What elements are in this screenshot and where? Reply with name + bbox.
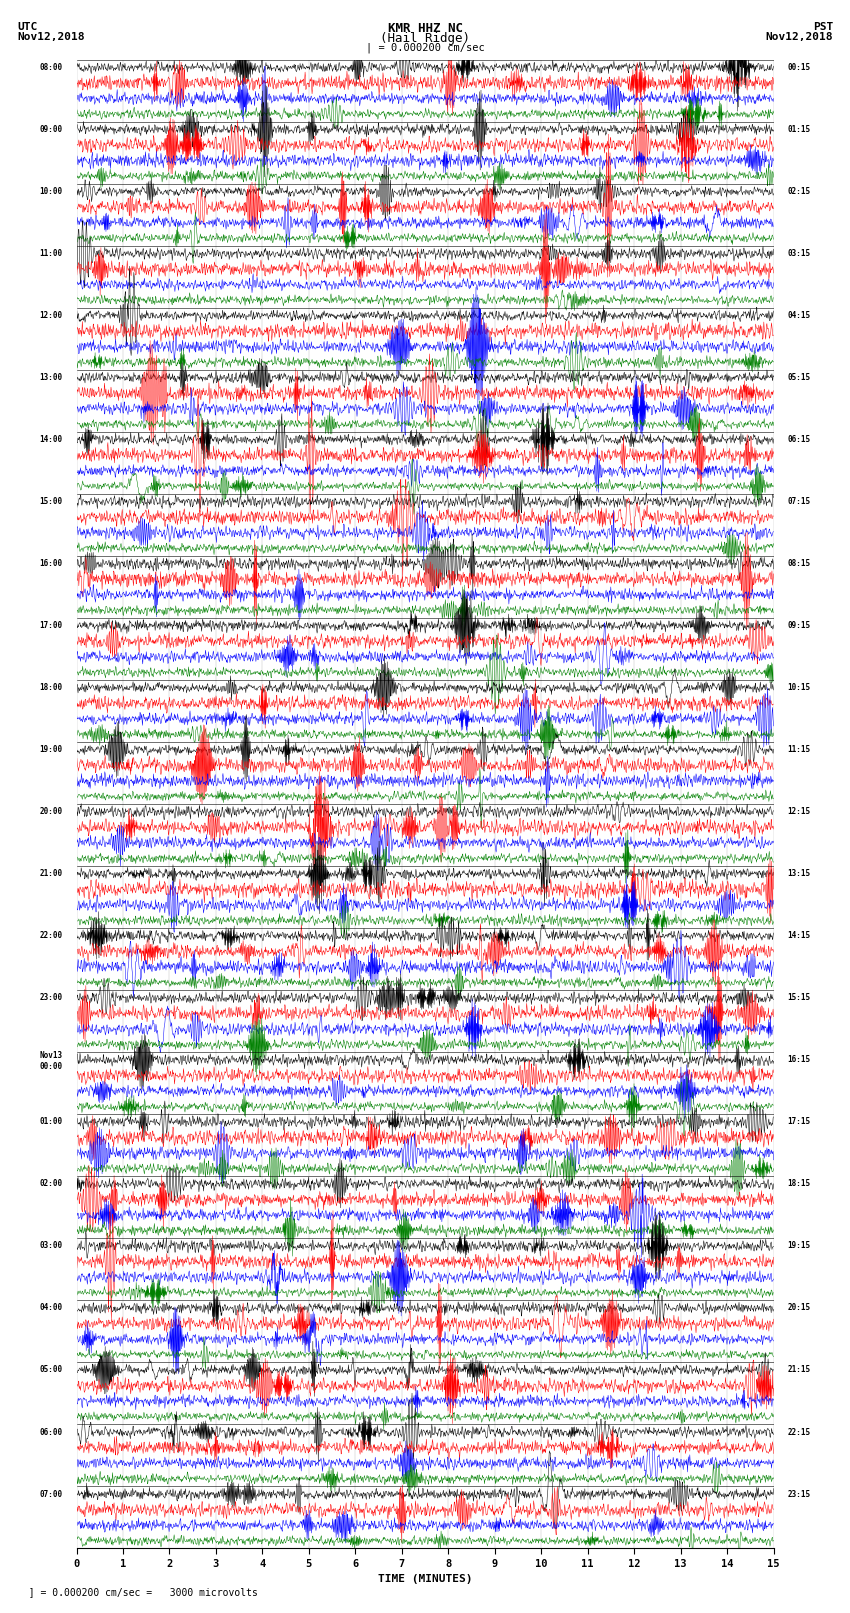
Text: 16:15: 16:15	[787, 1055, 811, 1065]
Text: 04:15: 04:15	[787, 311, 811, 319]
Text: 13:15: 13:15	[787, 869, 811, 877]
Text: 05:15: 05:15	[787, 373, 811, 382]
Text: 03:15: 03:15	[787, 248, 811, 258]
Text: 01:15: 01:15	[787, 124, 811, 134]
Text: 22:00: 22:00	[39, 931, 63, 940]
Text: 19:15: 19:15	[787, 1242, 811, 1250]
Text: 06:15: 06:15	[787, 436, 811, 444]
Text: 11:00: 11:00	[39, 248, 63, 258]
Text: 00:15: 00:15	[787, 63, 811, 73]
Text: 05:00: 05:00	[39, 1366, 63, 1374]
Text: 14:15: 14:15	[787, 931, 811, 940]
Text: 02:15: 02:15	[787, 187, 811, 195]
Text: 21:15: 21:15	[787, 1366, 811, 1374]
Text: 07:15: 07:15	[787, 497, 811, 506]
Text: 19:00: 19:00	[39, 745, 63, 755]
Text: 01:00: 01:00	[39, 1118, 63, 1126]
Text: Nov13: Nov13	[39, 1052, 63, 1060]
Text: 20:00: 20:00	[39, 806, 63, 816]
Text: 04:00: 04:00	[39, 1303, 63, 1313]
Text: 18:15: 18:15	[787, 1179, 811, 1189]
Text: 14:00: 14:00	[39, 436, 63, 444]
Text: 03:00: 03:00	[39, 1242, 63, 1250]
Text: 23:00: 23:00	[39, 994, 63, 1002]
Text: 09:15: 09:15	[787, 621, 811, 631]
Text: 07:00: 07:00	[39, 1489, 63, 1498]
Text: 08:00: 08:00	[39, 63, 63, 73]
Text: UTC: UTC	[17, 23, 37, 32]
Text: 17:00: 17:00	[39, 621, 63, 631]
Text: 10:00: 10:00	[39, 187, 63, 195]
Text: 15:15: 15:15	[787, 994, 811, 1002]
Text: 12:15: 12:15	[787, 806, 811, 816]
Text: 13:00: 13:00	[39, 373, 63, 382]
Text: 06:00: 06:00	[39, 1428, 63, 1437]
X-axis label: TIME (MINUTES): TIME (MINUTES)	[377, 1574, 473, 1584]
Text: 02:00: 02:00	[39, 1179, 63, 1189]
Text: 17:15: 17:15	[787, 1118, 811, 1126]
Text: ] = 0.000200 cm/sec =   3000 microvolts: ] = 0.000200 cm/sec = 3000 microvolts	[17, 1587, 258, 1597]
Text: 08:15: 08:15	[787, 560, 811, 568]
Text: (Hail Ridge): (Hail Ridge)	[380, 32, 470, 45]
Text: | = 0.000200 cm/sec: | = 0.000200 cm/sec	[366, 44, 484, 53]
Text: 11:15: 11:15	[787, 745, 811, 755]
Text: 20:15: 20:15	[787, 1303, 811, 1313]
Text: 22:15: 22:15	[787, 1428, 811, 1437]
Text: 18:00: 18:00	[39, 684, 63, 692]
Text: KMR HHZ NC: KMR HHZ NC	[388, 23, 462, 35]
Text: 23:15: 23:15	[787, 1489, 811, 1498]
Text: 10:15: 10:15	[787, 684, 811, 692]
Text: 15:00: 15:00	[39, 497, 63, 506]
Text: PST: PST	[813, 23, 833, 32]
Text: 00:00: 00:00	[39, 1061, 63, 1071]
Text: 12:00: 12:00	[39, 311, 63, 319]
Text: 09:00: 09:00	[39, 124, 63, 134]
Text: 21:00: 21:00	[39, 869, 63, 877]
Text: Nov12,2018: Nov12,2018	[17, 32, 84, 42]
Text: 16:00: 16:00	[39, 560, 63, 568]
Text: Nov12,2018: Nov12,2018	[766, 32, 833, 42]
